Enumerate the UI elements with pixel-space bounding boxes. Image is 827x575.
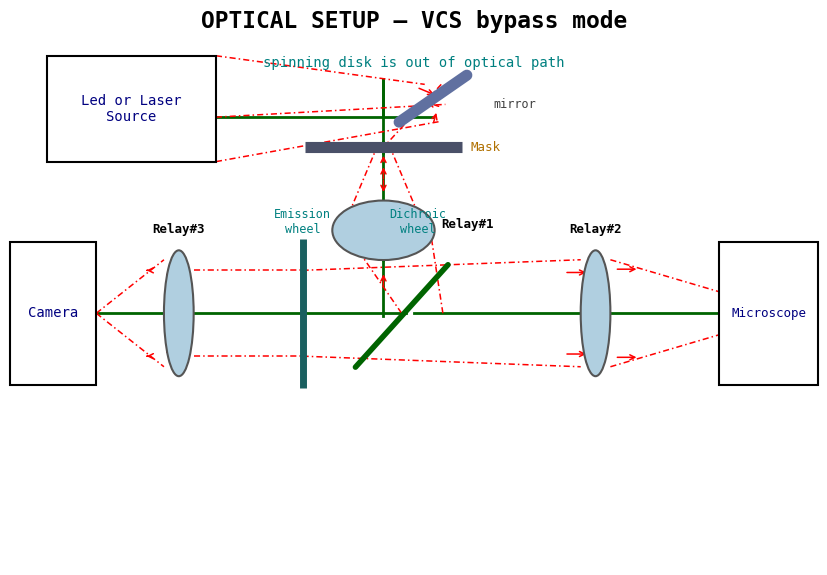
Text: Mask: Mask xyxy=(470,141,500,154)
Text: Microscope: Microscope xyxy=(730,306,805,320)
Text: spinning disk is out of optical path: spinning disk is out of optical path xyxy=(263,56,564,70)
Bar xyxy=(10,242,96,385)
Ellipse shape xyxy=(580,250,609,376)
Text: Relay#1: Relay#1 xyxy=(441,218,493,231)
Text: Dichroic
wheel: Dichroic wheel xyxy=(390,208,446,236)
Text: mirror: mirror xyxy=(493,98,535,111)
Ellipse shape xyxy=(164,250,194,376)
Bar xyxy=(46,56,216,162)
Text: Camera: Camera xyxy=(28,306,78,320)
Ellipse shape xyxy=(332,201,434,260)
Text: OPTICAL SETUP – VCS bypass mode: OPTICAL SETUP – VCS bypass mode xyxy=(201,10,626,33)
Text: Relay#3: Relay#3 xyxy=(152,223,205,236)
Bar xyxy=(719,242,817,385)
Text: Led or Laser
Source: Led or Laser Source xyxy=(81,94,181,124)
Text: Emission
wheel: Emission wheel xyxy=(274,208,331,236)
Text: Relay#2: Relay#2 xyxy=(569,223,621,236)
